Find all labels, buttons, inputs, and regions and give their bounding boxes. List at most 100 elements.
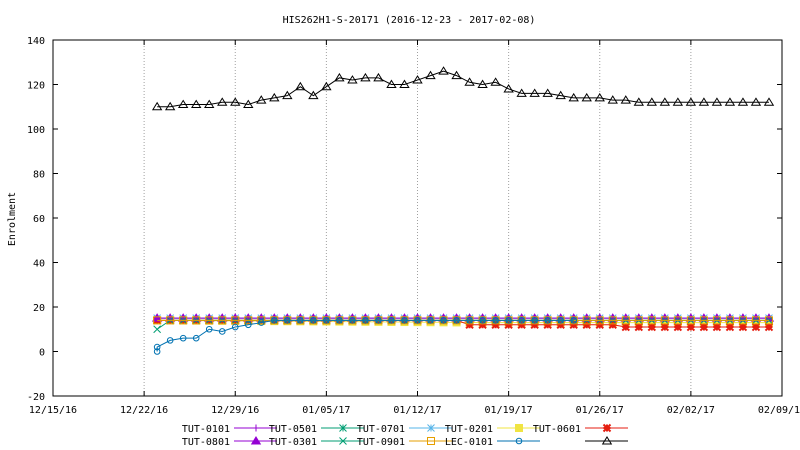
data-point [582, 316, 591, 325]
data-point [412, 75, 423, 84]
legend-marker [601, 436, 613, 445]
data-point [634, 316, 643, 325]
x-tick-label: 12/29/16 [211, 405, 259, 416]
data-point [284, 317, 291, 324]
data-point [738, 316, 747, 325]
data-point [504, 320, 513, 330]
data-point [685, 97, 697, 106]
data-point [764, 316, 773, 325]
data-point [608, 316, 617, 325]
legend-item: TUT-0901 [357, 437, 452, 448]
data-point [282, 90, 293, 100]
data-point [738, 322, 748, 332]
data-point [737, 97, 749, 106]
data-point [673, 316, 682, 325]
data-point [556, 320, 565, 330]
data-point [386, 79, 397, 88]
y-tick-label: 120 [27, 81, 45, 92]
data-point [479, 317, 486, 324]
data-point [297, 317, 304, 324]
data-point [243, 99, 254, 109]
data-point [399, 79, 410, 88]
legend-label: TUT-0501 [269, 424, 317, 435]
data-point [388, 317, 395, 324]
x-axis-ticks: 12/15/16 12/22/16 12/29/16 01/05/17 01/12/17… [29, 40, 800, 416]
y-tick-label: 40 [33, 259, 45, 270]
data-point [764, 322, 774, 332]
legend-label: LEC-0101 [445, 437, 493, 448]
data-point [440, 317, 447, 324]
series-layer [151, 66, 775, 355]
legend-marker [515, 437, 523, 445]
legend-marker [339, 424, 347, 432]
legend-label: TUT-0701 [357, 424, 405, 435]
legend-item: TUT-0201 [445, 424, 540, 435]
data-point [230, 97, 241, 106]
data-point [529, 88, 540, 97]
data-point [557, 317, 564, 324]
data-point [724, 97, 736, 106]
data-point [205, 325, 213, 333]
x-tick-label: 01/19/17 [485, 405, 533, 416]
data-point [712, 322, 722, 332]
legend-marker [252, 424, 260, 432]
data-point [478, 320, 487, 330]
data-point [164, 101, 176, 111]
data-point [517, 320, 526, 330]
legend-marker [515, 424, 523, 432]
x-tick-label: 01/05/17 [302, 405, 350, 416]
data-point [711, 97, 723, 106]
data-point [425, 70, 436, 80]
data-point [620, 95, 631, 104]
data-point [518, 317, 525, 324]
data-point [204, 99, 215, 109]
data-point [217, 97, 228, 106]
data-point [595, 320, 604, 330]
series-lec-0101 [153, 317, 578, 355]
data-point [544, 317, 551, 324]
data-point [308, 90, 319, 100]
data-point [686, 316, 695, 325]
series-line [156, 319, 574, 352]
data-point [698, 97, 710, 106]
legend-item [585, 436, 628, 445]
data-point [490, 77, 501, 86]
data-point [607, 95, 618, 104]
legend-item: TUT-0801 [182, 436, 277, 448]
data-point [179, 316, 188, 325]
data-point [451, 70, 462, 80]
y-tick-label: 80 [33, 170, 45, 181]
data-point [166, 316, 175, 325]
data-point [647, 322, 657, 332]
data-point [647, 316, 656, 325]
data-point [295, 81, 306, 91]
data-point [570, 317, 578, 324]
data-point [218, 316, 227, 325]
legend-item: TUT-0501 [269, 424, 364, 435]
data-point [686, 322, 696, 332]
data-point [569, 320, 578, 330]
data-point [750, 97, 762, 106]
data-point [464, 77, 475, 86]
data-point [336, 317, 343, 324]
grid-lines [143, 40, 692, 396]
data-point [257, 319, 265, 326]
data-point [699, 322, 709, 332]
data-point [673, 322, 683, 332]
data-point [646, 97, 658, 106]
data-point [725, 322, 735, 332]
data-point [401, 317, 408, 324]
legend-label: TUT-0301 [269, 437, 317, 448]
data-point [751, 322, 761, 332]
data-point [310, 317, 317, 324]
data-point [269, 92, 280, 102]
data-point [621, 322, 630, 332]
x-tick-label: 01/26/17 [576, 405, 624, 416]
legend-label: TUT-0201 [445, 424, 493, 435]
data-point [177, 99, 189, 109]
data-point [453, 317, 460, 324]
data-point [362, 317, 369, 324]
data-point [179, 334, 187, 342]
data-point [153, 325, 161, 334]
